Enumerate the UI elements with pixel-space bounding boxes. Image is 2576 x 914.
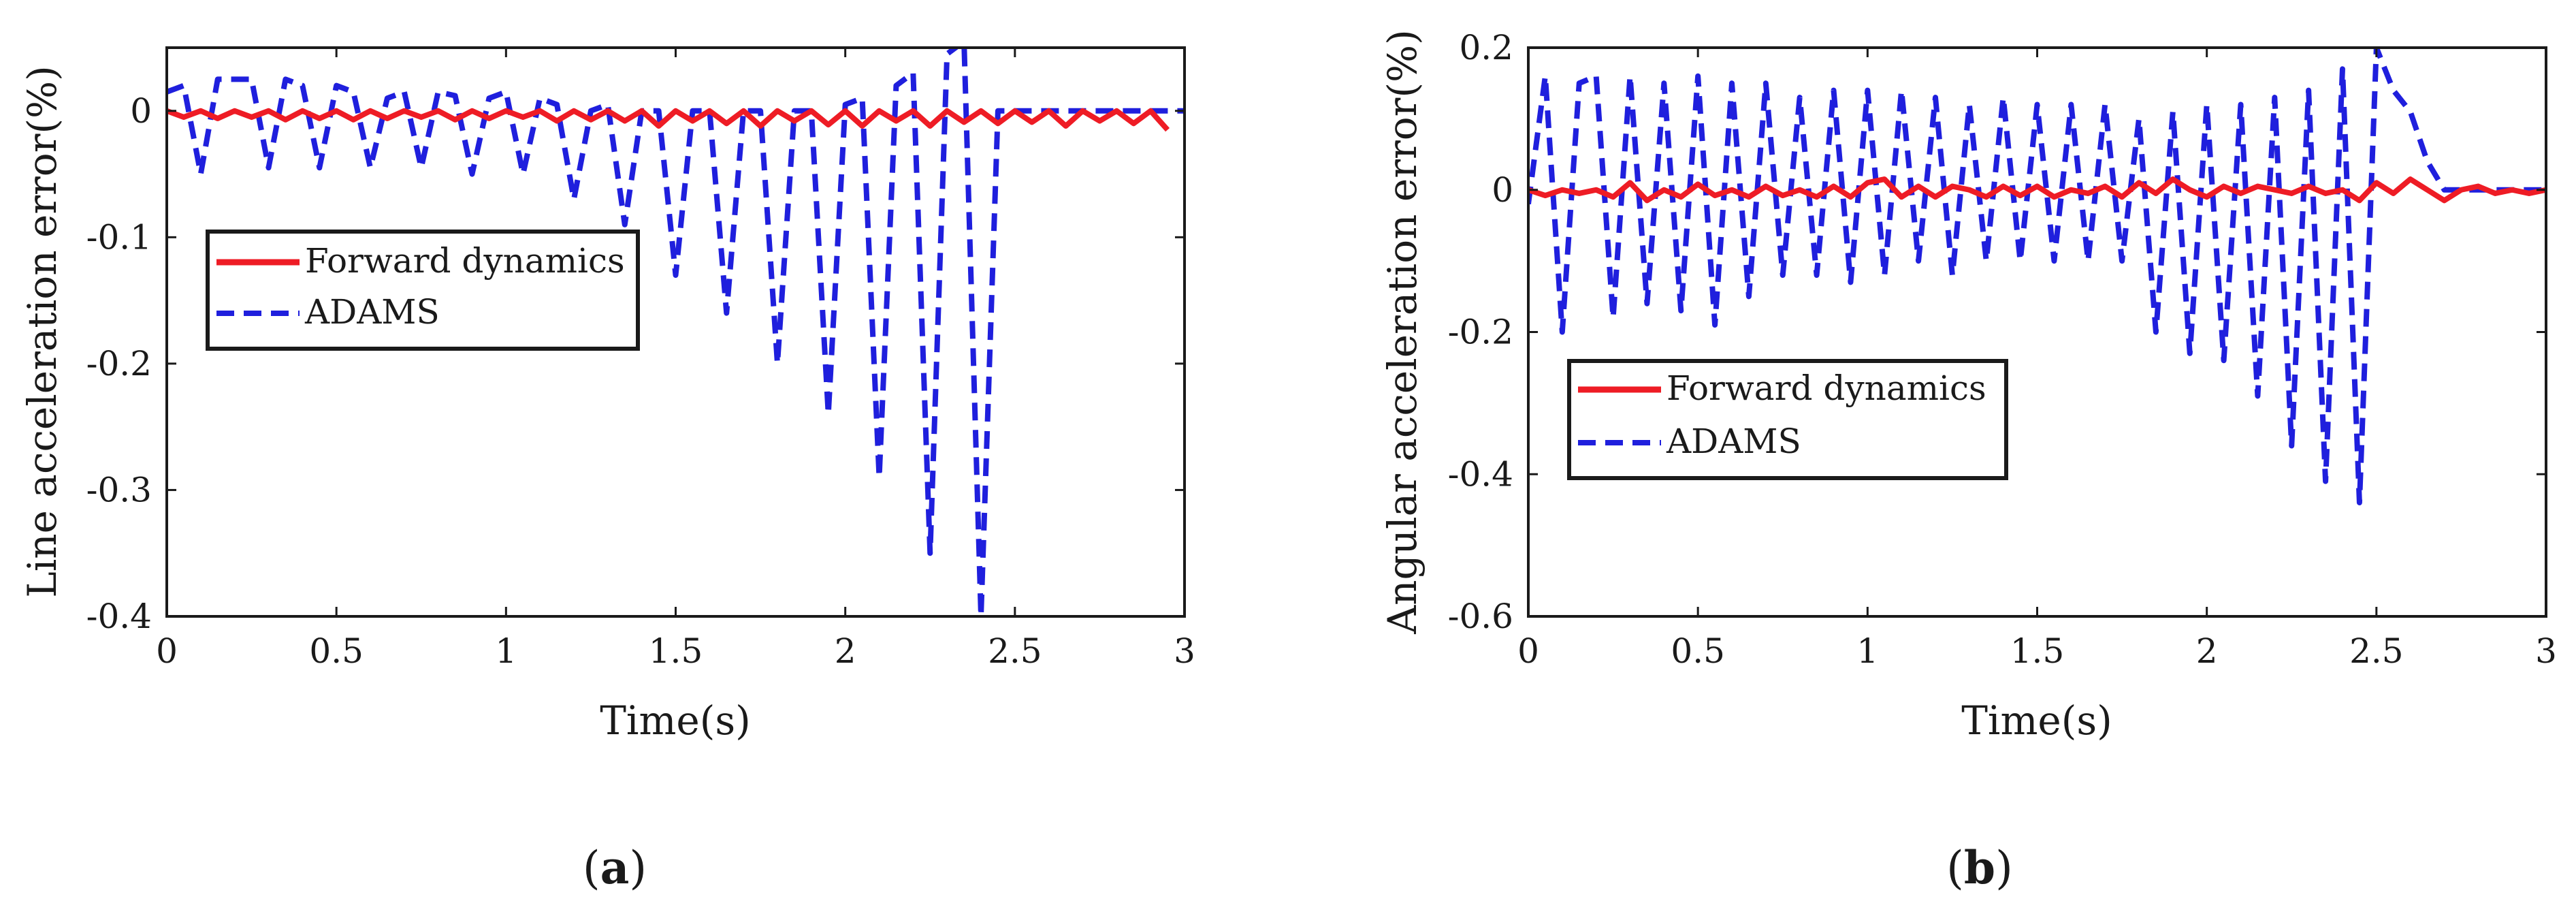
- y-tick-label-b: 0: [1492, 170, 1513, 210]
- panel-letter-b: b: [1964, 841, 1995, 894]
- series-line-adams-b: [1528, 48, 2546, 505]
- plot-frame-b: [1527, 46, 2547, 618]
- series-group-b: [1528, 48, 2546, 505]
- y-axis-title-b: Angular acceleration error(%): [1379, 29, 1426, 634]
- x-axis-title-a: Time(s): [600, 697, 751, 744]
- y-tick-label-a: -0.3: [86, 470, 152, 509]
- series-line-forward-dynamics-b: [1528, 176, 2546, 204]
- x-tick-label-a: 2: [835, 631, 856, 671]
- legend-box-b: [1567, 359, 2008, 480]
- x-tick-label-a: 1.5: [649, 631, 703, 671]
- x-ticks-b: 0 0.5 1 1.5 2 2.5 3: [1517, 48, 2557, 671]
- x-axis-title-b: Time(s): [1961, 697, 2112, 744]
- chart-panel-a: 0 0.5 1 1.5 2 2.5 3 0-0.1-0.2-0.3-0.4 Time(s) …: [19, 46, 1195, 894]
- legend-a: Forward dynamics ADAMS: [206, 230, 640, 351]
- legend-label-adams-a: ADAMS: [304, 292, 440, 332]
- legend-label-forward-dynamics-a: Forward dynamics: [305, 241, 625, 281]
- legend-box-a: [206, 230, 640, 351]
- y-axis-title-a: Line acceleration error(%): [19, 65, 65, 598]
- x-tick-label-b: 1: [1856, 631, 1878, 671]
- panel-label-a: (a): [583, 841, 647, 894]
- y-tick-label-b: -0.2: [1448, 313, 1513, 352]
- x-tick-label-a: 2.5: [988, 631, 1042, 671]
- x-tick-label-a: 0: [156, 631, 178, 671]
- y-tick-label-b: -0.4: [1448, 454, 1513, 494]
- legend-label-forward-dynamics-b: Forward dynamics: [1667, 368, 1986, 408]
- plot-area-b: [1527, 46, 2547, 618]
- y-tick-label-a: -0.1: [86, 217, 152, 257]
- series-line-forward-dynamics-a: [167, 108, 1170, 132]
- x-tick-label-b: 0.5: [1671, 631, 1725, 671]
- panel-label-b: (b): [1946, 841, 2013, 894]
- x-tick-label-a: 3: [1174, 631, 1195, 671]
- y-tick-label-a: -0.4: [86, 597, 152, 636]
- x-tick-label-b: 0: [1517, 631, 1539, 671]
- legend-label-adams-b: ADAMS: [1666, 422, 1801, 461]
- legend-b: Forward dynamics ADAMS: [1567, 359, 2008, 480]
- x-ticks-a: 0 0.5 1 1.5 2 2.5 3: [156, 48, 1195, 671]
- y-tick-label-a: -0.2: [86, 344, 152, 383]
- y-tick-label-b: 0.2: [1459, 28, 1513, 67]
- y-ticks-a: 0 -0.1 -0.2 -0.3 -0.4: [86, 91, 1185, 636]
- x-tick-label-a: 0.5: [309, 631, 364, 671]
- panel-letter-a: a: [600, 841, 630, 894]
- x-tick-label-a: 1: [495, 631, 517, 671]
- x-tick-label-b: 3: [2535, 631, 2557, 671]
- y-tick-label-b: -0.6: [1448, 597, 1513, 636]
- y-ticks-b: 0.2 0 -0.2 -0.4 -0.6: [1448, 28, 2546, 636]
- x-tick-label-b: 2.5: [2349, 631, 2404, 671]
- y-tick-label-a: 0: [130, 91, 152, 131]
- x-tick-label-b: 2: [2196, 631, 2218, 671]
- series-group-a: [167, 48, 1185, 616]
- chart-panel-b: 0 0.5 1 1.5 2 2.5 3 0.2 0 -0.2 -0.4 -0.6 Time(s) A…: [1379, 28, 2557, 894]
- x-tick-label-b: 1.5: [2010, 631, 2065, 671]
